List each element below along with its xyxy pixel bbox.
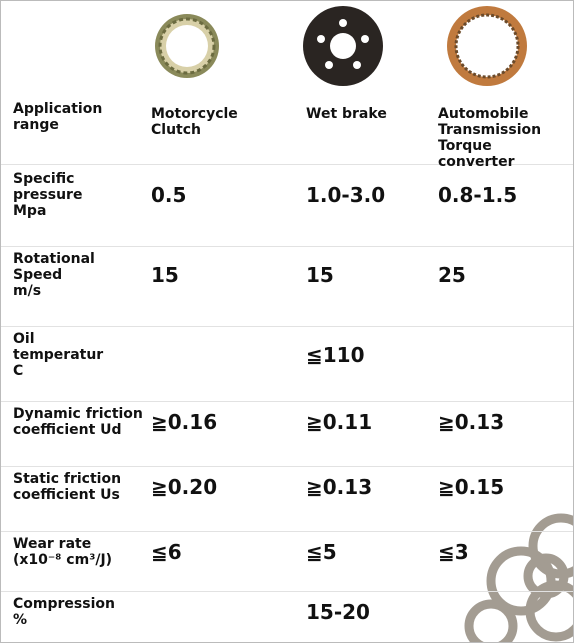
cell-value: ≦6	[151, 540, 182, 564]
row-label: Compression %	[13, 596, 115, 628]
row-separator	[1, 591, 573, 592]
row-separator	[1, 164, 573, 165]
row-label: Static friction coefficient Us	[13, 471, 122, 503]
gears	[464, 513, 573, 642]
cell-value: ≧0.13	[438, 410, 505, 434]
row-separator	[1, 531, 573, 532]
column-header: Motorcycle Clutch	[151, 106, 238, 138]
cell-value: ≧0.20	[151, 475, 218, 499]
cell-value: 15	[306, 263, 334, 287]
cell-value: ≧0.13	[306, 475, 373, 499]
row-label: Rotational Speed m/s	[13, 251, 95, 299]
cell-value: ≧0.11	[306, 410, 373, 434]
cell-value: 15-20	[306, 600, 370, 624]
column-header: Automobile Transmission Torque converter	[438, 106, 542, 170]
cell-value: ≧0.16	[151, 410, 218, 434]
row-label: Oil temperatur C	[13, 331, 104, 379]
row-label: Application range	[13, 101, 103, 133]
row-separator	[1, 326, 573, 327]
cell-value: 0.5	[151, 183, 187, 207]
row-label: Dynamic friction coefficient Ud	[13, 406, 143, 438]
cell-value: 25	[438, 263, 466, 287]
row-separator	[1, 401, 573, 402]
brake-disc	[303, 6, 383, 86]
cell-value: ≦5	[306, 540, 337, 564]
column-header: Wet brake	[306, 106, 387, 122]
row-label: Wear rate (x10⁻⁸ cm³/J)	[13, 536, 113, 568]
cell-value: 15	[151, 263, 179, 287]
cell-value: ≦3	[438, 540, 469, 564]
row-label: Specific pressure Mpa	[13, 171, 83, 219]
clutch-disc	[155, 14, 219, 78]
torque-disc	[447, 6, 527, 86]
cell-value: ≧0.15	[438, 475, 505, 499]
cell-value: 1.0-3.0	[306, 183, 386, 207]
row-separator	[1, 246, 573, 247]
cell-value: ≦110	[306, 343, 365, 367]
row-separator	[1, 466, 573, 467]
cell-value: 0.8-1.5	[438, 183, 518, 207]
